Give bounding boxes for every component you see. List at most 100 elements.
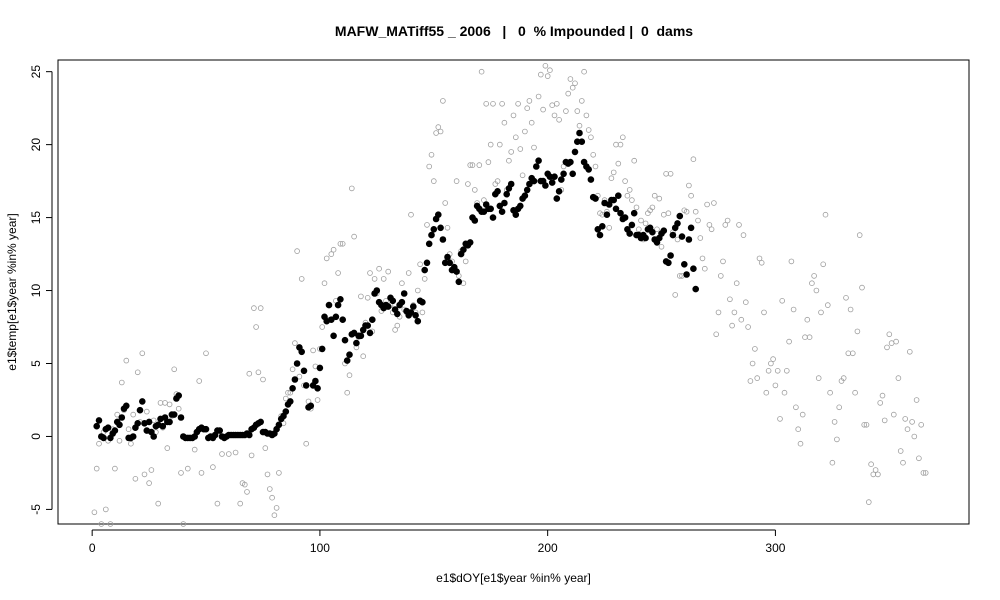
daily-point-open (471, 187, 478, 193)
daily-point-open (802, 334, 808, 341)
daily-point-open (863, 421, 870, 428)
daily-point-open (736, 222, 742, 228)
daily-point-open (419, 309, 426, 316)
daily-point-filled (373, 287, 381, 294)
daily-point-open (542, 63, 549, 69)
daily-point-open (244, 489, 250, 495)
daily-point-open (246, 370, 253, 377)
daily-point-filled (555, 188, 563, 195)
daily-point-open (478, 68, 485, 75)
daily-point-open (292, 340, 298, 346)
daily-point-open (544, 73, 551, 79)
daily-point-open (339, 241, 346, 247)
daily-point-filled (93, 422, 100, 430)
daily-point-open (770, 356, 776, 362)
daily-point-open (144, 408, 150, 415)
daily-point-open (663, 171, 669, 177)
daily-point-open (567, 76, 574, 82)
daily-point-filled (104, 424, 112, 432)
daily-point-open (711, 200, 717, 206)
daily-point-open (660, 211, 667, 218)
daily-point-open (740, 232, 747, 238)
daily-point-filled (419, 298, 426, 306)
daily-point-open (191, 446, 198, 453)
daily-point-filled (216, 427, 224, 434)
daily-point-open (665, 210, 672, 217)
daily-point-open (226, 451, 232, 457)
daily-point-open (399, 280, 405, 287)
daily-point-open (499, 101, 505, 107)
daily-point-open (266, 486, 273, 492)
daily-point-open (255, 369, 262, 376)
daily-point-filled (592, 195, 599, 202)
daily-point-open (485, 159, 492, 165)
daily-point-open (872, 467, 879, 473)
x-axis-label: e1$dOY[e1$year %in% year] (436, 571, 591, 585)
daily-point-open (155, 500, 162, 507)
daily-point-filled (455, 278, 463, 286)
daily-point-open (537, 71, 544, 78)
daily-point-open (845, 350, 852, 357)
daily-point-open (276, 470, 282, 476)
daily-point-filled (430, 226, 438, 233)
daily-point-open (123, 357, 130, 364)
daily-point-filled (569, 170, 576, 178)
daily-point-open (171, 366, 178, 373)
daily-point-open (606, 225, 612, 231)
daily-point-open (727, 296, 733, 303)
daily-point-open (134, 369, 141, 376)
daily-point-open (715, 309, 722, 316)
daily-point-open (178, 470, 184, 476)
daily-point-open (198, 470, 205, 476)
daily-point-open (337, 241, 344, 247)
daily-point-filled (421, 266, 429, 274)
daily-point-filled (409, 303, 417, 310)
daily-point-open (426, 163, 433, 170)
daily-point-filled (626, 230, 633, 237)
daily-point-open (713, 331, 719, 338)
daily-point-filled (400, 290, 408, 297)
daily-point-filled (571, 148, 579, 156)
daily-point-open (501, 119, 508, 126)
daily-point-open (672, 292, 678, 298)
daily-point-open (321, 280, 328, 287)
daily-point-open (795, 426, 801, 433)
daily-point-open (918, 421, 924, 428)
daily-point-filled (598, 223, 606, 230)
daily-point-filled (594, 226, 602, 233)
daily-point-filled (612, 205, 620, 213)
daily-point-open (840, 375, 847, 381)
daily-point-filled (496, 202, 504, 210)
daily-point-open (752, 346, 758, 352)
daily-point-filled (578, 138, 586, 146)
daily-point-open (563, 108, 569, 114)
daily-point-open (888, 340, 895, 346)
daily-point-filled (289, 384, 296, 392)
daily-point-open (506, 157, 512, 164)
y-tick-label: 5 (29, 360, 43, 367)
daily-point-open (765, 367, 772, 374)
daily-point-open (783, 367, 790, 374)
daily-point-filled (660, 227, 668, 235)
daily-point-open (909, 419, 915, 425)
daily-point-open (583, 112, 590, 119)
daily-point-open (731, 309, 738, 316)
daily-point-open (128, 440, 134, 447)
daily-point-open (572, 80, 578, 87)
daily-point-open (214, 500, 221, 507)
daily-point-open (717, 273, 724, 279)
daily-point-open (424, 222, 430, 228)
daily-point-open (262, 445, 269, 451)
daily-point-filled (111, 427, 119, 434)
daily-point-open (257, 305, 264, 311)
daily-point-filled (642, 234, 649, 242)
daily-point-filled (498, 208, 506, 216)
daily-point-open (119, 379, 125, 386)
daily-point-open (405, 270, 412, 276)
daily-point-open (237, 500, 244, 507)
daily-point-open (747, 378, 754, 384)
daily-point-open (902, 416, 908, 422)
daily-point-open (619, 134, 626, 141)
daily-point-filled (453, 268, 460, 275)
daily-point-open (588, 134, 594, 141)
